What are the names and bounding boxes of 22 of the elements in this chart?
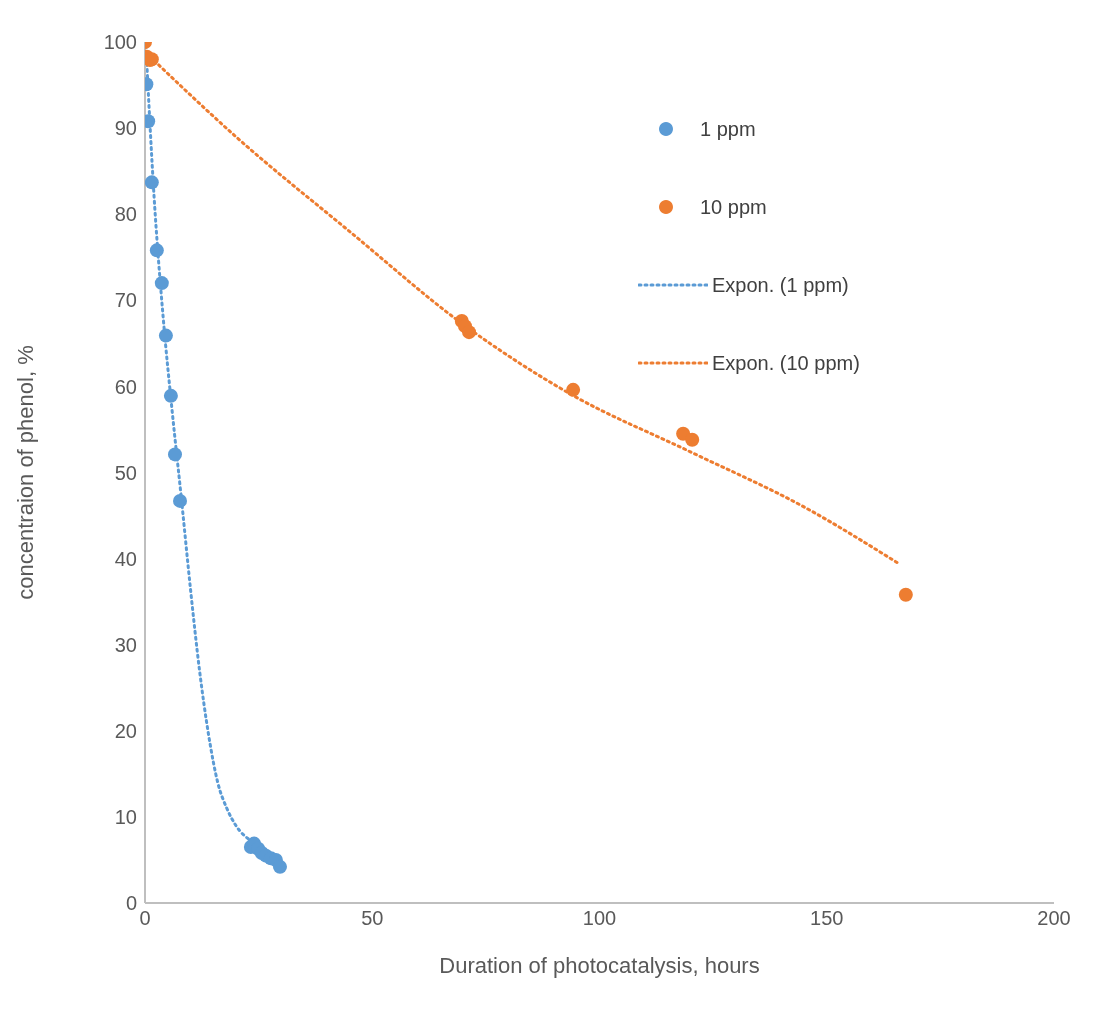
x-tick-label: 100 [582, 907, 617, 930]
y-tick-label: 50 [114, 461, 137, 484]
y-tick-label: 100 [103, 31, 137, 54]
y-tick-label: 40 [114, 547, 137, 570]
y-tick-label: 20 [114, 719, 137, 742]
y-tick-label: 80 [114, 203, 137, 226]
y-tick-label: 70 [114, 289, 137, 312]
y-tick-label: 0 [125, 892, 137, 915]
y-tick-label: 30 [114, 633, 137, 656]
x-axis-title: Duration of photocatalysis, hours [439, 953, 760, 978]
x-tick-label: 0 [139, 907, 151, 930]
x-tick-label: 150 [810, 907, 844, 930]
legend-label: 1 ppm [700, 117, 757, 141]
x-tick-label: 200 [1037, 907, 1071, 930]
y-tick-label: 10 [114, 806, 137, 828]
y-axis-title: concentraion of phenol, % [12, 345, 38, 600]
y-tick-label: 60 [114, 375, 137, 398]
legend-label: Expon. (10 ppm) [712, 351, 861, 375]
legend-label: Expon. (1 ppm) [712, 273, 850, 297]
legend-label: 10 ppm [700, 195, 768, 219]
x-tick-label: 50 [361, 907, 384, 930]
y-tick-label: 90 [114, 117, 137, 140]
